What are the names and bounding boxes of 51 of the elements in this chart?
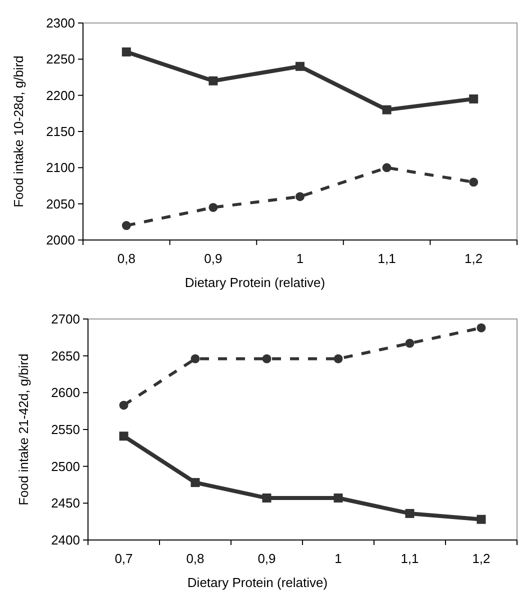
y-tick-label: 2550 bbox=[51, 422, 80, 438]
x-tick-label: 1,1 bbox=[378, 251, 396, 266]
point bbox=[382, 163, 392, 172]
y-tick-label: 2000 bbox=[46, 232, 75, 248]
y-tick-label: 2700 bbox=[51, 312, 80, 327]
x-tick-label: 0,9 bbox=[204, 251, 222, 266]
point bbox=[405, 508, 414, 518]
y-tick-label: 2200 bbox=[46, 88, 75, 103]
point bbox=[262, 354, 272, 364]
y-tick-label: 2300 bbox=[46, 16, 75, 31]
y-tick-label: 2650 bbox=[51, 348, 80, 364]
point bbox=[382, 105, 392, 114]
y-tick-label: 2450 bbox=[51, 496, 80, 511]
point bbox=[296, 192, 304, 202]
x-axis-title: Dietary Protein (relative) bbox=[184, 275, 326, 290]
point bbox=[334, 494, 343, 503]
x-axis-title: Dietary Protein (relative) bbox=[187, 575, 328, 590]
point bbox=[208, 202, 218, 212]
y-tick-label: 2150 bbox=[46, 124, 75, 140]
y-tick-label: 2600 bbox=[51, 385, 80, 400]
x-tick-label: 0,7 bbox=[114, 551, 133, 566]
point bbox=[476, 514, 486, 524]
point bbox=[190, 354, 200, 364]
x-tick-label: 0,9 bbox=[258, 551, 276, 566]
y-tick-label: 2050 bbox=[46, 196, 75, 212]
point bbox=[119, 400, 128, 410]
y-tick-label: 2250 bbox=[46, 52, 75, 67]
y-axis-title: Food intake 21-42d, g/bird bbox=[16, 354, 31, 506]
point bbox=[405, 338, 414, 348]
x-tick-label: 1 bbox=[334, 551, 342, 566]
point bbox=[122, 221, 131, 230]
point bbox=[469, 178, 478, 187]
point bbox=[262, 494, 272, 503]
x-tick-label: 0,8 bbox=[186, 551, 204, 566]
point bbox=[476, 323, 486, 332]
point bbox=[334, 354, 343, 364]
y-tick-label: 2100 bbox=[46, 160, 75, 176]
point bbox=[208, 76, 218, 86]
point bbox=[190, 478, 200, 488]
x-tick-label: 1,2 bbox=[472, 551, 490, 566]
y-tick-label: 2500 bbox=[51, 458, 80, 474]
y-tick-label: 2400 bbox=[51, 532, 80, 548]
y-axis-title: Food intake 10-28d, g/bird bbox=[11, 56, 26, 208]
point bbox=[469, 94, 478, 104]
x-tick-label: 1 bbox=[296, 251, 304, 266]
point bbox=[296, 62, 304, 71]
x-tick-label: 0,8 bbox=[117, 251, 136, 266]
point bbox=[119, 432, 128, 441]
point bbox=[122, 47, 131, 56]
x-tick-label: 1,1 bbox=[400, 551, 419, 566]
x-tick-label: 1,2 bbox=[464, 251, 483, 266]
